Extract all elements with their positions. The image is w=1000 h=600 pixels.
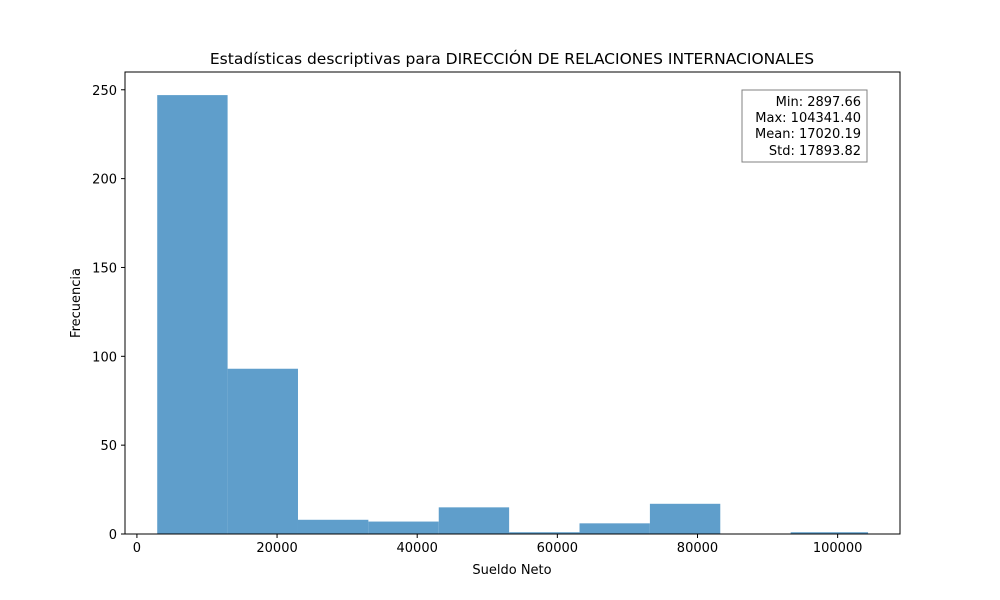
y-axis-ticks: 0 50 100 150 200 250 <box>92 84 125 543</box>
stats-mean: Mean: 17020.19 <box>755 127 861 142</box>
x-tick-label-4: 80000 <box>677 541 718 556</box>
stats-box: Min: 2897.66 Max: 104341.40 Mean: 17020.… <box>741 89 868 163</box>
stats-min: Min: 2897.66 <box>776 95 861 110</box>
stats-std: Std: 17893.82 <box>769 144 861 159</box>
plot-frame <box>124 71 901 535</box>
y-tick-label-5: 250 <box>92 84 117 99</box>
x-axis-label: Sueldo Neto <box>472 563 551 578</box>
x-tick-label-0: 0 <box>133 541 141 556</box>
histogram-bar-4 <box>438 507 510 534</box>
y-tick-label-0: 0 <box>109 528 117 543</box>
x-tick-label-5: 100000 <box>813 541 863 556</box>
y-tick-label-4: 200 <box>92 173 117 188</box>
x-axis-ticks: 0 20000 40000 60000 80000 100000 <box>133 534 863 556</box>
y-axis-label: Frecuencia <box>69 268 84 338</box>
x-tick-label-2: 40000 <box>397 541 438 556</box>
histogram-bar-3 <box>368 521 439 534</box>
histogram-bars <box>157 95 869 534</box>
histogram-bar-7 <box>649 503 721 534</box>
histogram-bar-2 <box>297 519 369 534</box>
histogram-bar-5 <box>509 532 580 534</box>
histogram-bar-1 <box>227 368 298 534</box>
stats-box-frame <box>741 89 868 163</box>
x-tick-label-1: 20000 <box>256 541 297 556</box>
chart-title: Estadísticas descriptivas para DIRECCIÓN… <box>210 49 814 68</box>
y-tick-label-1: 50 <box>100 439 117 454</box>
histogram-bar-9 <box>790 532 869 534</box>
histogram-bar-6 <box>579 523 650 534</box>
y-tick-label-3: 150 <box>92 261 117 276</box>
histogram-bar-0 <box>157 95 228 534</box>
stats-max: Max: 104341.40 <box>755 111 861 126</box>
y-tick-label-2: 100 <box>92 350 117 365</box>
x-tick-label-3: 60000 <box>537 541 578 556</box>
